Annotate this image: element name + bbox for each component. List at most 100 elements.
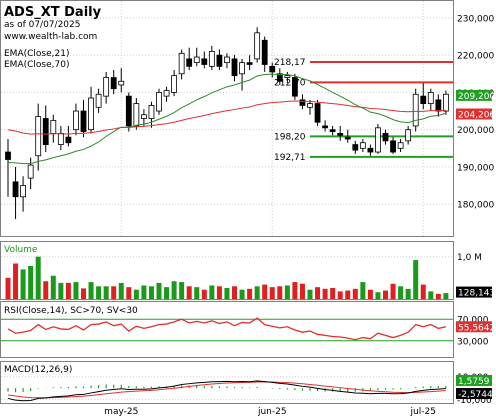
candle-down	[12, 181, 19, 198]
volume-bar	[375, 292, 381, 299]
candle-up	[73, 110, 79, 131]
candle-down	[42, 118, 49, 145]
rsi-axis: 70,000 30,000 55,5642	[456, 316, 495, 347]
volume-bar	[201, 289, 207, 299]
rsi-value-label-bg	[456, 321, 492, 333]
volume-value-label-bg	[456, 286, 492, 298]
price-value-label: 209,200	[458, 92, 495, 102]
volume-bar	[224, 288, 230, 299]
volume-bar	[247, 288, 253, 299]
candle-down	[186, 58, 193, 67]
date-axis: may-25 jun-25 jul-25	[104, 407, 436, 417]
volume-bar	[5, 277, 11, 299]
price-tick-label: 190,000	[457, 163, 494, 173]
volume-bar	[428, 291, 434, 299]
candle-up	[140, 114, 147, 119]
volume-bar	[194, 287, 200, 299]
macd-value-label: 1,5759	[458, 377, 490, 387]
level-label: 212,70	[274, 78, 306, 88]
candle-up	[156, 92, 162, 112]
candle-down	[201, 58, 208, 65]
volume-bar	[284, 285, 290, 299]
candle-up	[359, 142, 366, 149]
signal-value-label-bg	[456, 388, 492, 400]
volume-bar	[43, 281, 49, 299]
candle-down	[322, 125, 329, 129]
volume-bar	[269, 287, 275, 299]
ema70-line	[7, 100, 446, 135]
volume-bars	[5, 256, 449, 299]
volume-bar	[209, 285, 215, 299]
rsi-tick-label: 30,000	[457, 337, 489, 347]
candle-up	[148, 105, 155, 119]
level-label: 198,20	[274, 132, 306, 142]
candle-down	[65, 136, 72, 144]
candle-up	[239, 62, 245, 75]
volume-bar	[299, 283, 305, 299]
ema70-legend: EMA(Close,70)	[4, 60, 69, 70]
candle-down	[314, 103, 321, 123]
website-text: www.wealth-lab.com	[4, 32, 97, 42]
volume-bar	[435, 293, 441, 299]
candle-down	[216, 54, 223, 67]
volume-bar	[148, 286, 154, 299]
volume-bar	[383, 290, 388, 299]
macd-value-label-bg	[456, 374, 492, 386]
candle-up	[57, 133, 64, 145]
candle-down	[435, 99, 442, 112]
volume-bar	[292, 282, 298, 299]
candle-down	[329, 129, 336, 132]
candle-up	[375, 127, 381, 153]
volume-bar	[13, 263, 19, 299]
candle-up	[254, 32, 261, 60]
volume-bar	[367, 289, 373, 299]
volume-bar	[262, 284, 268, 299]
volume-bar	[420, 284, 426, 299]
candle-up	[208, 51, 215, 67]
candle-up	[163, 90, 170, 97]
candle-up	[88, 97, 94, 131]
volume-bar	[352, 288, 358, 299]
date-tick-label: jul-25	[410, 407, 436, 417]
candle-up	[50, 119, 57, 134]
volume-bar	[65, 282, 71, 299]
candle-down	[337, 133, 344, 136]
candle-up	[103, 77, 110, 97]
as-of-date: as of 07/07/2025	[4, 20, 80, 30]
candle-down	[231, 58, 238, 77]
candle-down	[299, 99, 306, 106]
volume-bar	[405, 288, 411, 299]
volume-bar	[171, 281, 177, 299]
volume-bar	[50, 275, 56, 299]
volume-bar	[239, 289, 245, 299]
volume-bar	[443, 293, 449, 299]
rsi-line	[7, 317, 447, 341]
volume-bar	[156, 282, 162, 299]
volume-tick-label: 1,0 M	[457, 253, 482, 263]
volume-title: Volume	[4, 245, 38, 255]
ema21-legend: EMA(Close,21)	[4, 49, 69, 59]
price-right-labels: 209,200 204,206	[456, 89, 495, 121]
volume-bar	[307, 289, 313, 299]
candle-up	[224, 56, 230, 64]
date-tick-label: jun-25	[257, 407, 287, 417]
rsi-value-label: 55,5642	[458, 323, 495, 333]
candle-down	[5, 151, 11, 160]
candle-up	[95, 93, 102, 108]
volume-bar	[413, 260, 419, 299]
price-tick-label: 200,000	[457, 126, 494, 136]
candle-up	[20, 185, 27, 198]
volume-bar	[28, 266, 34, 299]
rsi-grid	[1, 318, 453, 342]
volume-bar	[96, 286, 102, 299]
candle-down	[125, 95, 132, 127]
volume-bar	[345, 290, 351, 299]
macd-line	[7, 380, 446, 402]
candle-down	[269, 65, 276, 73]
rsi-title: RSI(Close,14), SC>70, SV<30	[4, 306, 138, 316]
candle-up	[442, 93, 449, 112]
signal-line	[7, 381, 446, 399]
volume-bar	[133, 289, 139, 299]
